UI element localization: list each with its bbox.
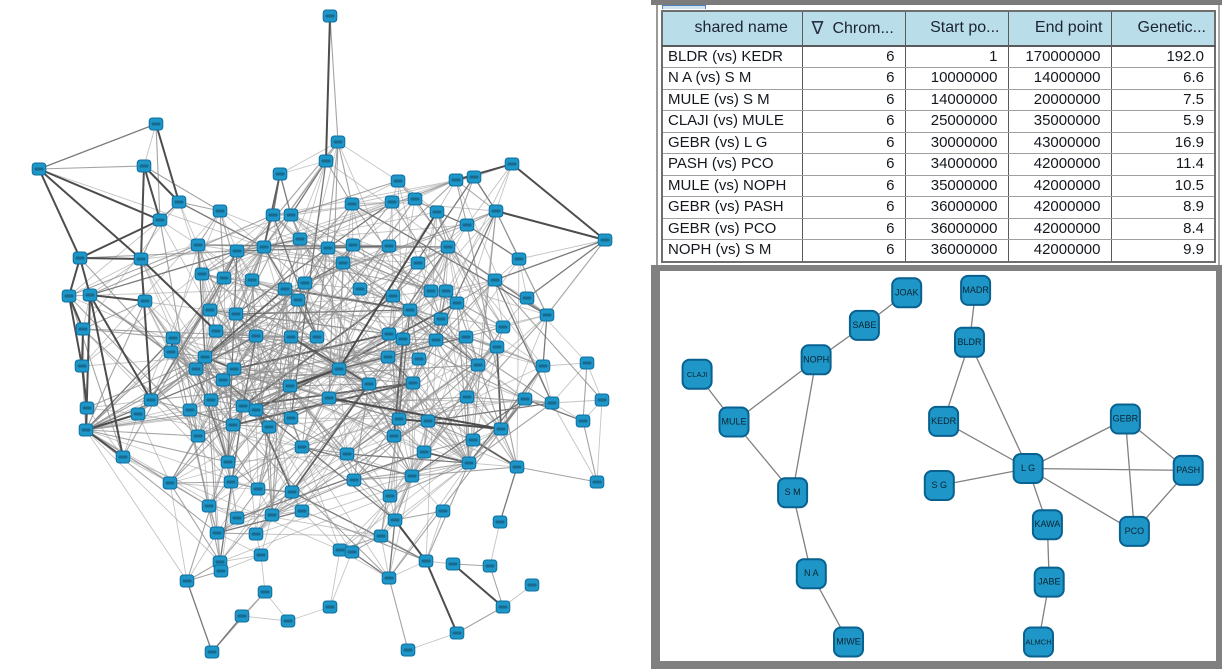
svg-text:SABE: SABE <box>852 320 876 330</box>
svg-text:PASH: PASH <box>1176 465 1200 475</box>
svg-text:PCO: PCO <box>1125 526 1145 536</box>
svg-text:JOAK: JOAK <box>895 287 919 297</box>
svg-text:JABE: JABE <box>1038 577 1061 587</box>
svg-text:KEDR: KEDR <box>931 416 957 426</box>
svg-text:S M: S M <box>785 487 801 497</box>
svg-text:MULE: MULE <box>721 417 746 427</box>
svg-text:GEBR: GEBR <box>1113 414 1139 424</box>
svg-text:KAWA: KAWA <box>1034 519 1060 529</box>
svg-text:BLDR: BLDR <box>957 337 982 347</box>
svg-text:L G: L G <box>1021 463 1035 473</box>
svg-text:ALMCH: ALMCH <box>1025 638 1051 647</box>
svg-text:S G: S G <box>932 480 948 490</box>
svg-text:CLAJI: CLAJI <box>687 370 707 379</box>
svg-text:MADR: MADR <box>962 285 989 295</box>
svg-text:NOPH: NOPH <box>803 354 829 364</box>
svg-text:MIWE: MIWE <box>836 637 861 647</box>
svg-text:N A: N A <box>804 568 819 578</box>
